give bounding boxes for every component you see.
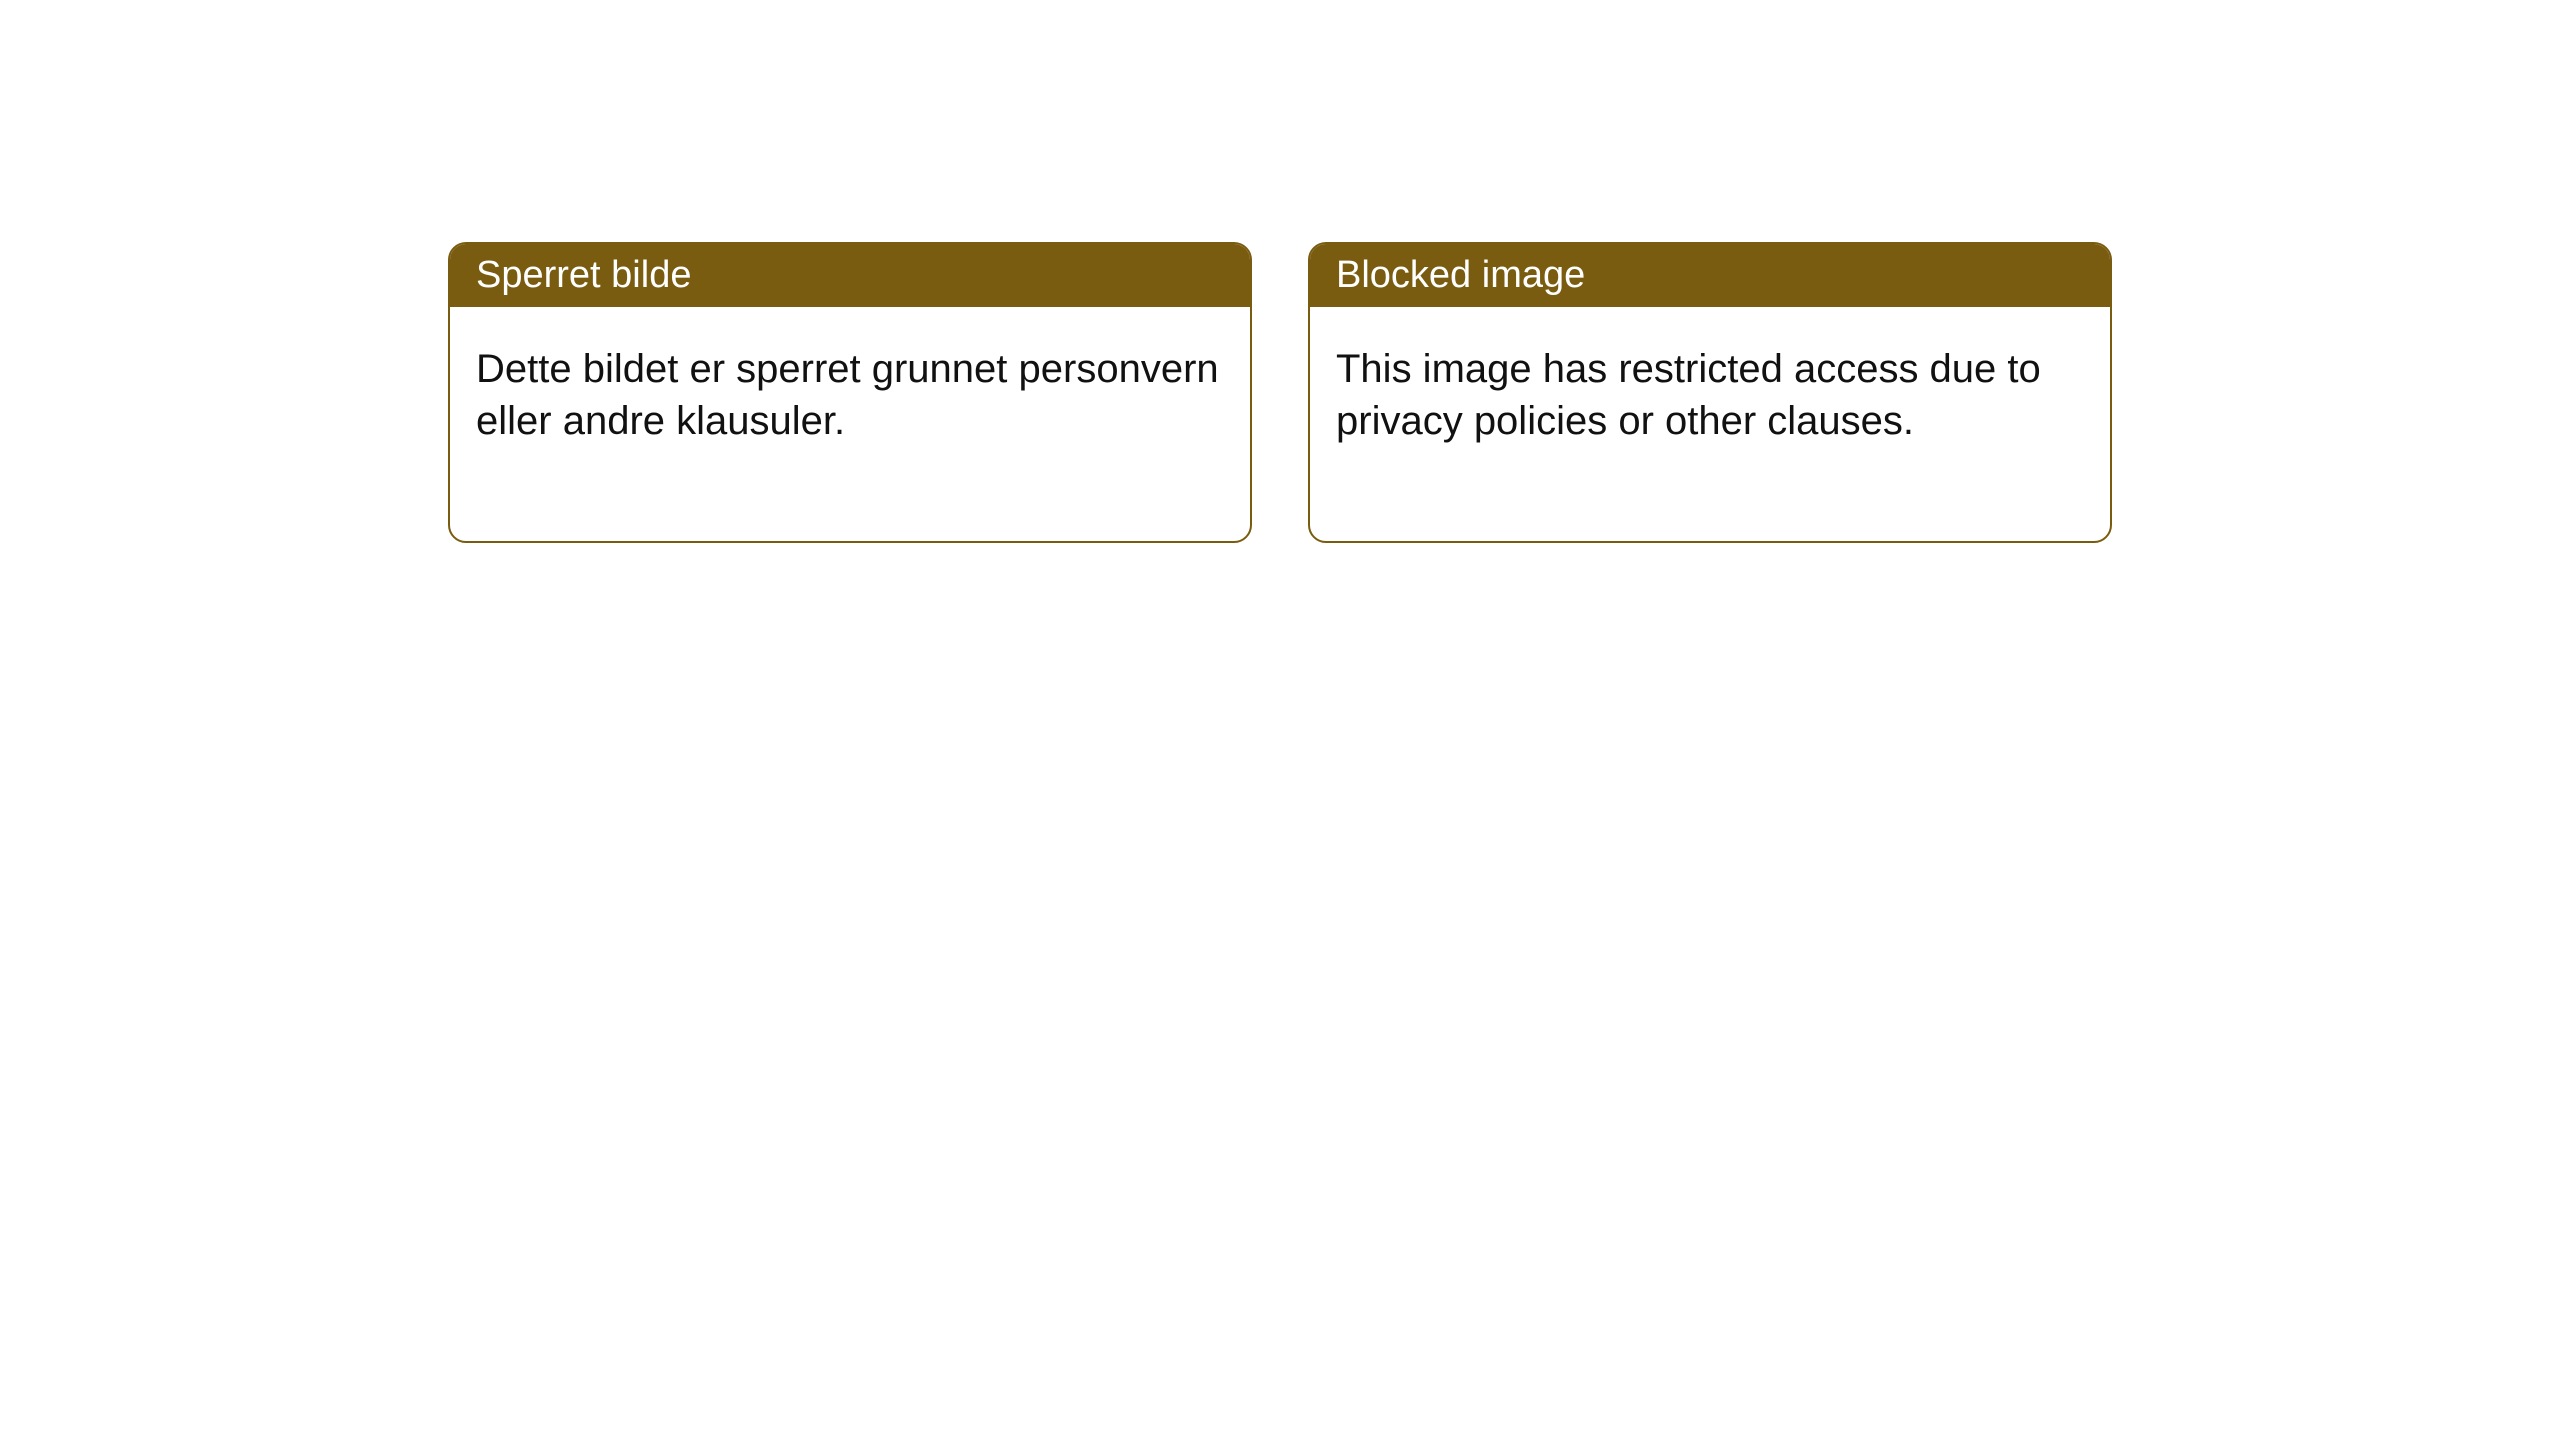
- card-body-en: This image has restricted access due to …: [1310, 307, 2110, 541]
- cards-container: Sperret bilde Dette bildet er sperret gr…: [448, 242, 2112, 543]
- blocked-image-card-en: Blocked image This image has restricted …: [1308, 242, 2112, 543]
- card-header-en: Blocked image: [1310, 244, 2110, 307]
- card-header-no: Sperret bilde: [450, 244, 1250, 307]
- card-body-no: Dette bildet er sperret grunnet personve…: [450, 307, 1250, 541]
- blocked-image-card-no: Sperret bilde Dette bildet er sperret gr…: [448, 242, 1252, 543]
